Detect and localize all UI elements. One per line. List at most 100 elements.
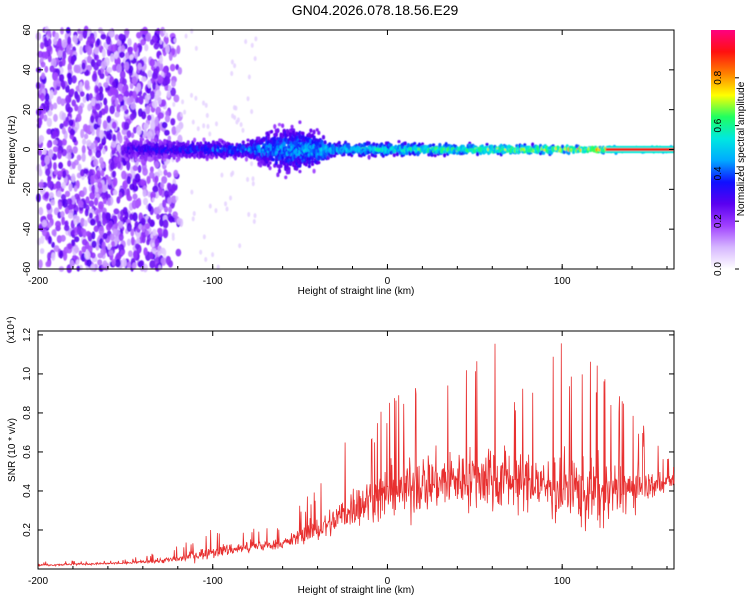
heatmap-cell [271, 157, 275, 162]
heatmap-cell [315, 145, 319, 150]
heatmap-cell [90, 115, 95, 124]
heatmap-cell [160, 71, 164, 77]
y-tick-label: 0.2 [22, 523, 33, 537]
heatmap-cell [77, 105, 83, 115]
heatmap-cell [141, 110, 147, 120]
heatmap-cell [310, 162, 315, 166]
heatmap-cell [75, 94, 81, 103]
heatmap-cell [126, 238, 131, 246]
heatmap-cell [113, 156, 120, 164]
heatmap-cell [120, 45, 126, 53]
heatmap-cell [171, 235, 175, 241]
heatmap-cell [337, 140, 341, 145]
heatmap-cell [118, 95, 123, 102]
heatmap-cell [140, 179, 146, 187]
heatmap-cell [123, 61, 130, 71]
heatmap-cell [406, 142, 411, 148]
heatmap-cell [152, 73, 159, 80]
heatmap-cell [64, 207, 70, 215]
heatmap-cell [397, 140, 401, 144]
heatmap-cell [126, 195, 133, 202]
heatmap-cell [116, 64, 122, 73]
heatmap-cell [251, 181, 255, 187]
heatmap-cell [152, 185, 159, 193]
heatmap-cell [192, 137, 197, 143]
heatmap-cell [140, 217, 146, 226]
heatmap-cell [244, 39, 248, 45]
heatmap-cell [109, 53, 115, 63]
heatmap-cell [102, 260, 108, 268]
heatmap-cell [329, 153, 333, 159]
heatmap-cell [323, 140, 327, 146]
heatmap-cell [235, 119, 239, 125]
heatmap-cell [312, 168, 316, 174]
heatmap-cell [126, 175, 132, 185]
heatmap-cell [121, 258, 127, 268]
heatmap-cell [43, 192, 49, 200]
heatmap-cell [273, 135, 277, 140]
heatmap-cell [186, 140, 190, 145]
heatmap-cell [97, 201, 104, 210]
heatmap-cell [130, 102, 136, 110]
heatmap-cell [191, 119, 195, 125]
heatmap-cell [129, 183, 135, 191]
heatmap-cell [62, 50, 67, 60]
heatmap-cell [167, 135, 171, 141]
colorbar-tick-label: 0.2 [713, 214, 724, 228]
heatmap-cell [196, 126, 200, 132]
heatmap-cell [70, 55, 75, 66]
heatmap-cell [136, 237, 141, 245]
heatmap-cell [130, 154, 134, 160]
heatmap-cell [93, 46, 100, 55]
heatmap-cell [74, 104, 79, 112]
heatmap-cell [395, 151, 400, 157]
heatmap-cell [111, 87, 117, 95]
heatmap-cell [183, 109, 187, 115]
heatmap-cell [51, 241, 55, 248]
heatmap-cell [162, 219, 169, 229]
heatmap-cell [230, 59, 234, 65]
heatmap-cell [126, 222, 132, 232]
heatmap-cell [57, 150, 62, 160]
heatmap-cell [129, 81, 134, 90]
heatmap-cell [150, 191, 156, 199]
y-tick-label: 0.8 [22, 406, 33, 420]
heatmap-cell [163, 169, 168, 176]
heatmap-cell [85, 230, 91, 237]
heatmap-cell [181, 99, 185, 105]
heatmap-cell [69, 259, 75, 269]
heatmap-cell [66, 198, 73, 205]
heatmap-cell [281, 134, 285, 140]
heatmap-cell [310, 159, 315, 164]
heatmap-cell [251, 138, 255, 144]
heatmap-cell [570, 145, 574, 150]
heatmap-cell [146, 94, 151, 101]
heatmap-cell [52, 130, 58, 138]
snr-scale-label: (x10⁴) [6, 316, 17, 343]
heatmap-cell [317, 161, 321, 165]
heatmap-cell [102, 120, 108, 130]
heatmap-cell [67, 75, 73, 85]
heatmap-cell [202, 123, 206, 129]
heatmap-cell [48, 235, 52, 244]
heatmap-cell [61, 81, 66, 90]
heatmap-cell [149, 58, 156, 67]
heatmap-cell [47, 180, 53, 189]
heatmap-cell [44, 155, 50, 165]
heatmap-cell [290, 124, 294, 129]
heatmap-cell [85, 196, 90, 204]
heatmap-cell [149, 251, 154, 260]
heatmap-cell [80, 128, 85, 139]
heatmap-cell [159, 217, 164, 227]
heatmap-cell [81, 62, 86, 70]
heatmap-cell [71, 99, 77, 107]
heatmap-cell [97, 181, 103, 190]
heatmap-cell [42, 147, 47, 155]
heatmap-cell [118, 134, 123, 144]
x-tick-label: -100 [203, 276, 223, 287]
colorbar-ticks: 0.0 0.2 0.4 0.6 0.8 [713, 70, 739, 276]
heatmap-cell [155, 143, 159, 148]
heatmap-cell [56, 190, 62, 198]
heatmap-cell [268, 166, 272, 171]
heatmap-cell [84, 80, 90, 88]
